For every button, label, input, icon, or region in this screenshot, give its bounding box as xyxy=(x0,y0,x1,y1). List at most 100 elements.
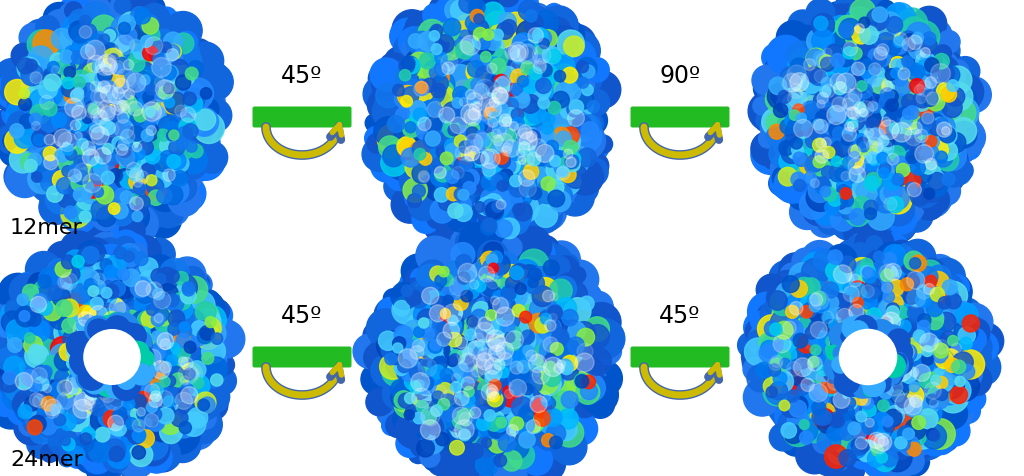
Circle shape xyxy=(114,27,142,55)
Circle shape xyxy=(811,14,835,38)
Circle shape xyxy=(431,84,445,99)
Circle shape xyxy=(883,253,896,267)
Circle shape xyxy=(810,403,837,428)
Ellipse shape xyxy=(85,331,139,384)
Circle shape xyxy=(40,96,53,110)
Circle shape xyxy=(868,432,885,448)
Circle shape xyxy=(445,202,476,233)
Circle shape xyxy=(812,401,826,415)
Circle shape xyxy=(883,142,892,151)
Circle shape xyxy=(77,383,103,410)
Circle shape xyxy=(950,387,968,404)
Circle shape xyxy=(800,157,818,175)
Circle shape xyxy=(949,302,974,326)
Circle shape xyxy=(882,450,898,467)
Circle shape xyxy=(864,96,893,124)
Circle shape xyxy=(116,188,128,201)
Circle shape xyxy=(441,314,459,331)
Circle shape xyxy=(828,193,842,207)
Circle shape xyxy=(555,298,577,319)
Circle shape xyxy=(449,125,460,137)
Circle shape xyxy=(132,80,164,112)
Circle shape xyxy=(141,377,167,403)
Circle shape xyxy=(90,47,104,60)
Circle shape xyxy=(93,318,108,332)
Circle shape xyxy=(884,174,900,191)
Circle shape xyxy=(903,332,925,353)
Circle shape xyxy=(801,359,822,380)
Circle shape xyxy=(580,325,605,350)
Circle shape xyxy=(127,372,139,385)
Circle shape xyxy=(822,85,836,98)
Circle shape xyxy=(558,288,591,321)
Circle shape xyxy=(830,364,854,387)
Circle shape xyxy=(113,410,124,421)
Circle shape xyxy=(158,348,172,362)
Circle shape xyxy=(857,84,872,99)
Circle shape xyxy=(440,310,464,334)
Circle shape xyxy=(449,0,473,22)
Circle shape xyxy=(952,352,973,373)
Circle shape xyxy=(872,325,890,343)
Circle shape xyxy=(828,320,839,330)
Circle shape xyxy=(853,304,883,334)
Circle shape xyxy=(806,49,826,70)
Circle shape xyxy=(133,362,165,394)
Circle shape xyxy=(43,166,72,196)
Circle shape xyxy=(196,147,214,165)
Circle shape xyxy=(93,255,117,278)
Circle shape xyxy=(86,204,108,225)
Circle shape xyxy=(189,108,218,137)
Circle shape xyxy=(850,375,865,390)
Circle shape xyxy=(89,233,124,268)
Circle shape xyxy=(99,114,123,138)
Circle shape xyxy=(462,203,502,243)
Circle shape xyxy=(2,102,27,127)
Circle shape xyxy=(831,68,855,91)
Circle shape xyxy=(773,104,787,118)
Circle shape xyxy=(877,452,888,463)
Circle shape xyxy=(3,383,30,410)
Circle shape xyxy=(890,244,914,269)
Text: 45º: 45º xyxy=(282,64,323,88)
Circle shape xyxy=(128,429,160,461)
Circle shape xyxy=(481,252,498,269)
Circle shape xyxy=(411,346,424,359)
Circle shape xyxy=(509,122,518,131)
Circle shape xyxy=(512,91,543,122)
Circle shape xyxy=(780,264,805,288)
Circle shape xyxy=(834,307,863,337)
Circle shape xyxy=(845,202,870,227)
Circle shape xyxy=(493,95,513,114)
Circle shape xyxy=(787,66,806,85)
Circle shape xyxy=(480,374,503,397)
Circle shape xyxy=(98,408,118,427)
Circle shape xyxy=(138,80,150,91)
Circle shape xyxy=(165,93,186,114)
Circle shape xyxy=(446,342,469,365)
Circle shape xyxy=(837,396,860,420)
Circle shape xyxy=(936,149,958,172)
Circle shape xyxy=(510,367,528,386)
Circle shape xyxy=(125,28,153,55)
Circle shape xyxy=(49,55,79,85)
Circle shape xyxy=(543,152,558,168)
Circle shape xyxy=(853,444,865,456)
Circle shape xyxy=(9,147,37,174)
Circle shape xyxy=(98,82,111,94)
Circle shape xyxy=(911,114,941,144)
Circle shape xyxy=(58,317,85,343)
Circle shape xyxy=(5,298,29,321)
Circle shape xyxy=(570,63,602,95)
Circle shape xyxy=(894,263,919,288)
Circle shape xyxy=(496,342,513,359)
Circle shape xyxy=(155,314,163,323)
Circle shape xyxy=(581,123,599,140)
Circle shape xyxy=(844,375,859,390)
Circle shape xyxy=(71,177,85,191)
Circle shape xyxy=(154,313,181,341)
Circle shape xyxy=(141,437,164,459)
Circle shape xyxy=(826,112,855,141)
Circle shape xyxy=(825,369,840,384)
Circle shape xyxy=(823,282,851,310)
